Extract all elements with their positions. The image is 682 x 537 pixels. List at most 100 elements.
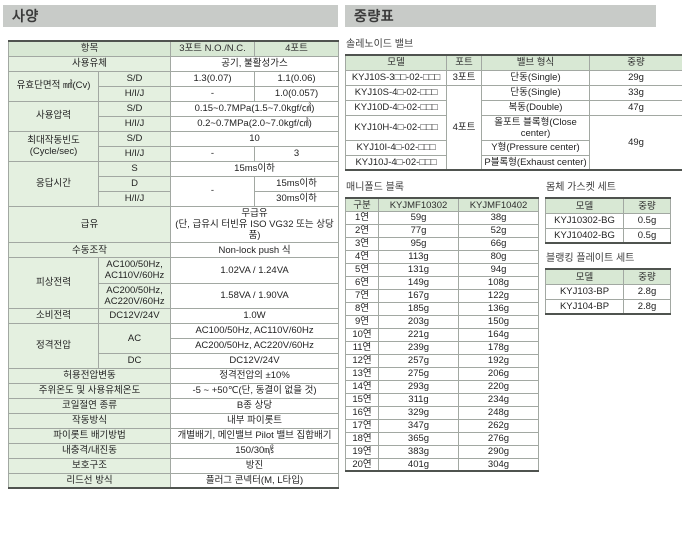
- table-cell: S: [97, 160, 172, 177]
- table-cell: 17연: [345, 418, 379, 433]
- table-cell: 주위온도 및 사용유체온도: [7, 382, 172, 399]
- spec-table: 항목 3포트 N.O./N.C. 4포트 사용유체 공기, 불활성가스 유효단면적 ㎟(C…: [7, 40, 340, 490]
- table-cell: KYJ103-BP: [545, 283, 624, 300]
- small-sets-column: 몸체 가스켓 세트 모델 중량 KYJ10302-BG 0.5g KYJ10402-BG…: [545, 182, 671, 472]
- table-cell: KYJ10I-4□-02-□□□: [345, 139, 447, 156]
- table-cell: 단동(Single): [481, 84, 590, 101]
- table-cell: -: [170, 145, 256, 162]
- table-row: 2연 77g 52g: [345, 223, 539, 238]
- table-cell: 192g: [458, 353, 539, 368]
- table-cell: 10연: [345, 327, 379, 342]
- table-row: KYJ10302-BG 0.5g: [545, 212, 671, 229]
- table-row: 허용전압변동 정격전압의 ±10%: [7, 367, 340, 384]
- table-cell: 49g: [589, 114, 682, 171]
- table-cell: -: [170, 175, 256, 207]
- table-cell: 정격전압의 ±10%: [170, 367, 340, 384]
- table-row: 응답시간 S 15ms이하: [8, 160, 340, 207]
- table-cell: 15ms이하: [170, 160, 340, 177]
- table-cell: DC12V/24V: [170, 352, 340, 369]
- table-row: 3연 95g 66g: [345, 236, 539, 251]
- table-cell: 무급유 (단, 급유시 터빈유 ISO VG32 또는 상당품): [170, 205, 340, 244]
- table-cell: S/D: [97, 70, 172, 87]
- table-cell: KYJ10302-BG: [545, 212, 624, 229]
- table-cell: 401g: [378, 457, 459, 472]
- table-cell: 108g: [458, 275, 539, 290]
- spec-section-title: 사양: [3, 5, 338, 27]
- table-row: KYJ10S-4□-02-□□□ 4포트 단동(Single) 33g: [345, 84, 682, 171]
- table-cell: 사용압력: [8, 100, 99, 132]
- table-row: 모델 중량: [545, 197, 671, 214]
- table-cell: 304g: [458, 457, 539, 472]
- manifold-block: 매니폴드 블록 구분 KYJMF10302 KYJMF10402 1연 59g 38g 2연…: [345, 182, 539, 473]
- table-cell: AC200/50Hz, AC220V/60Hz: [97, 282, 172, 309]
- table-cell: 공기, 불활성가스: [170, 55, 340, 72]
- table-cell: 95g: [378, 236, 459, 251]
- table-cell: -5 ~ +50℃(단, 동결이 없을 것): [170, 382, 340, 399]
- table-row: 사용유체 공기, 불활성가스: [7, 55, 340, 72]
- table-row: 20연 401g 304g: [345, 457, 539, 472]
- table-row: 사용압력 S/D 0.15~0.7MPa(1.5~7.0kgf/㎠): [8, 100, 340, 132]
- table-cell: 2.8g: [623, 283, 671, 300]
- table-row: 모델 포트 밸브 형식 중량: [345, 54, 682, 71]
- table-row: 9연 203g 150g: [345, 314, 539, 329]
- table-cell: 239g: [378, 340, 459, 355]
- table-row: KYJ103-BP 2.8g: [545, 283, 671, 300]
- table-cell: 사용유체: [7, 55, 172, 72]
- table-cell: 급유: [7, 205, 172, 244]
- header-cell: 모델: [545, 197, 624, 214]
- table-cell: 47g: [589, 99, 682, 116]
- table-row: 코일절연 종류 B종 상당: [7, 397, 340, 414]
- table-cell: Y형(Pressure center): [481, 139, 590, 156]
- solenoid-valve-table: 모델 포트 밸브 형식 중량 KYJ10S-3□□-02-□□□ 3포트 단동(Single…: [345, 54, 682, 172]
- table-row: H/I/J -1.0(0.057): [9, 85, 340, 102]
- table-cell: D: [97, 175, 172, 192]
- table-cell: 허용전압변동: [7, 367, 172, 384]
- table-cell: 293g: [378, 379, 459, 394]
- table-cell: 올포트 블록형(Close center): [481, 114, 590, 141]
- table-cell: KYJ10S-3□□-02-□□□: [345, 69, 447, 86]
- table-row: AC200/50Hz, AC220V/60Hz 1.58VA / 1.90VA: [9, 282, 340, 309]
- table-cell: 방진: [170, 457, 340, 474]
- blanking-plate-set-label: 블랭킹 플레이트 세트: [546, 253, 635, 265]
- table-row: 파이롯트 배기방법 개별배기, 메인밸브 Pilot 밸브 집합배기: [7, 427, 340, 444]
- table-cell: 10: [170, 130, 340, 147]
- table-cell: 276g: [458, 431, 539, 446]
- table-cell: 59g: [378, 210, 459, 225]
- table-cell: 290g: [458, 444, 539, 459]
- table-row: 15연 311g 234g: [345, 392, 539, 407]
- table-cell: 3: [254, 145, 340, 162]
- table-cell: 329g: [378, 405, 459, 420]
- table-row: 급유 무급유 (단, 급유시 터빈유 ISO VG32 또는 상당품): [7, 205, 340, 244]
- table-row: 수동조작 Non-lock push 식: [7, 242, 340, 259]
- blanking-plate-set-table: 모델 중량 KYJ103-BP 2.8g KYJ104-BP 2.8g: [545, 268, 671, 316]
- manifold-block-label: 매니폴드 블록: [346, 182, 404, 194]
- table-cell: 167g: [378, 288, 459, 303]
- table-cell: 최대작동빈도 (Cycle/sec): [8, 130, 99, 162]
- table-row: KYJ10S-3□□-02-□□□ 3포트 단동(Single) 29g: [345, 69, 682, 86]
- table-cell: 150/30㎨: [170, 442, 340, 459]
- table-cell: 16연: [345, 405, 379, 420]
- table-row: 보호구조 방진: [7, 457, 340, 474]
- table-cell: 15연: [345, 392, 379, 407]
- table-cell: 8연: [345, 301, 379, 316]
- table-row: 유효단면적 ㎟(Cv) S/D 1.3(0.07) 1.1(0.06): [8, 70, 340, 102]
- table-row: 5연 131g 94g: [345, 262, 539, 277]
- table-row: 4연 113g 80g: [345, 249, 539, 264]
- table-cell: 플러그 콘넥터(M, L타입): [170, 472, 340, 489]
- table-cell: 275g: [378, 366, 459, 381]
- header-cell: 중량: [623, 268, 671, 285]
- table-cell: 6연: [345, 275, 379, 290]
- body-gasket-set-table: 모델 중량 KYJ10302-BG 0.5g KYJ10402-BG 0.5g: [545, 197, 671, 245]
- table-cell: 단동(Single): [481, 69, 590, 86]
- table-cell: 20연: [345, 457, 379, 472]
- table-cell: 1.1(0.06): [254, 70, 340, 87]
- table-cell: 0.5g: [623, 227, 671, 244]
- table-cell: 15ms이하: [254, 175, 340, 192]
- table-row: 11연 239g 178g: [345, 340, 539, 355]
- table-cell: DC12V/24V: [97, 307, 172, 324]
- table-cell: 262g: [458, 418, 539, 433]
- table-cell: 1.58VA / 1.90VA: [170, 282, 340, 309]
- table-cell: 12연: [345, 353, 379, 368]
- table-cell: KYJ10402-BG: [545, 227, 624, 244]
- table-row: DC DC12V/24V: [9, 352, 340, 369]
